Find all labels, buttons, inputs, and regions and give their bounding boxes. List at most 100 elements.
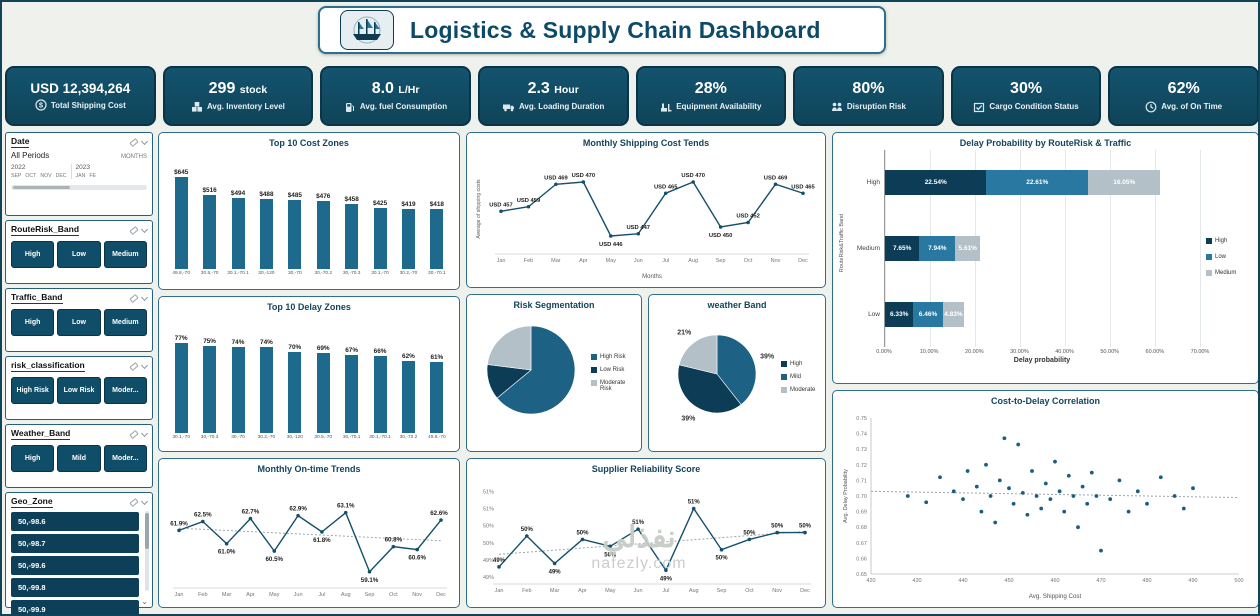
chevron-down-icon[interactable] <box>140 429 149 437</box>
clear-filter-icon[interactable] <box>129 137 139 147</box>
legend-item[interactable]: Low Risk <box>591 366 635 373</box>
traffic-slicer: Traffic_Band High Low Medium <box>5 288 153 352</box>
chevron-down-icon[interactable] <box>140 497 149 505</box>
chevron-down-icon[interactable] <box>140 137 149 145</box>
slicer-option-button[interactable]: Low <box>57 241 101 268</box>
timeline-month[interactable]: OCT <box>25 173 37 179</box>
svg-text:50%: 50% <box>716 556 729 562</box>
bar-column[interactable]: $645 49.8,-70 <box>172 168 190 276</box>
data-point <box>1094 494 1099 498</box>
bar-segment[interactable]: 22.61% <box>986 170 1089 196</box>
date-granularity[interactable]: MONTHS <box>121 154 147 160</box>
bar-column[interactable]: $425 30.1,-70 <box>371 200 389 276</box>
geo-more-chevron-icon[interactable]: ⌄ <box>141 597 148 606</box>
slicer-option-button[interactable]: High <box>11 445 55 472</box>
timeline-month[interactable]: JAN <box>75 173 86 179</box>
bar-column[interactable]: 74% 30,-70 <box>231 338 245 440</box>
bar-column[interactable]: 67% 30,-70.1 <box>342 347 361 440</box>
bar-segment[interactable]: 4.83% <box>942 301 965 327</box>
clear-filter-icon[interactable] <box>129 497 139 507</box>
bar-segment[interactable]: 16.05% <box>1088 170 1161 196</box>
bar-column[interactable]: $476 30,-70.2 <box>314 193 333 276</box>
chevron-down-icon[interactable] <box>140 293 149 301</box>
bar-segment[interactable]: 22.54% <box>885 170 987 196</box>
legend-item[interactable]: High Risk <box>591 353 635 360</box>
legend-item[interactable]: Moderate Risk <box>591 379 635 392</box>
legend-item[interactable]: High <box>781 360 815 367</box>
legend-item[interactable]: Mild <box>781 373 815 380</box>
bar-segment[interactable]: 6.33% <box>885 301 914 327</box>
date-selection[interactable]: All Periods <box>11 151 50 160</box>
chevron-down-icon[interactable] <box>140 225 149 233</box>
bar-column[interactable]: 77% 30.1,-70 <box>172 335 190 440</box>
bar-column[interactable]: 69% 30.5,-70 <box>314 344 333 440</box>
geo-zone-option[interactable]: 50,-98.7 <box>11 534 139 553</box>
bar-segment[interactable]: 7.65% <box>885 235 920 261</box>
bar-column[interactable]: 75% 30,-70.3 <box>200 337 219 440</box>
data-point <box>1085 501 1090 506</box>
svg-text:0.73: 0.73 <box>856 447 867 453</box>
geo-zone-option[interactable]: 50,-99.9 <box>11 600 139 614</box>
slicer-option-button[interactable]: Medium <box>103 241 147 268</box>
slicer-option-button[interactable]: Moder... <box>103 377 147 404</box>
slicer-option-button[interactable]: Low <box>57 309 101 336</box>
bar-column[interactable]: 66% 30.1,-70.1 <box>369 348 391 440</box>
bar-column[interactable]: $516 30.5,-70 <box>200 187 219 276</box>
svg-text:USD 469: USD 469 <box>764 175 788 181</box>
monthly-shipping-cost-panel: Monthly Shipping Cost Tends Jan Feb Mar Apr… <box>466 132 826 288</box>
data-point <box>961 497 965 502</box>
data-point <box>719 547 724 552</box>
slicer-option-button[interactable]: High <box>11 241 55 268</box>
legend-item[interactable]: High <box>1206 238 1252 244</box>
bar-column[interactable]: 70% 30,-120 <box>286 343 303 440</box>
slicer-option-button[interactable]: Low Risk <box>57 377 101 404</box>
pie-chart: 39% 39% 21% <box>655 312 779 441</box>
bar-column[interactable]: $418 30,-70.1 <box>428 201 446 276</box>
bar-column[interactable]: $488 30,-120 <box>258 191 275 276</box>
legend-item[interactable]: Moderate <box>781 386 815 393</box>
kpi-row: USD 12,394,264 $ Total Shipping Cost 299 … <box>5 66 1258 126</box>
data-point <box>691 180 695 184</box>
data-point <box>1002 436 1007 441</box>
timeline-month[interactable]: DEC <box>55 173 67 179</box>
cost-delay-correlation-panel: Cost-to-Delay Correlation 0.65 0.66 0.67 0.… <box>832 390 1258 608</box>
truck-icon <box>502 101 515 113</box>
clear-filter-icon[interactable] <box>129 293 139 303</box>
risk-classification-slicer: risk_classification High Risk Low Risk Mod… <box>5 356 153 420</box>
bar-column[interactable]: $458 30,-70.3 <box>342 195 361 276</box>
clear-filter-icon[interactable] <box>129 429 139 439</box>
bar-segment[interactable]: 7.94% <box>919 235 956 261</box>
bar-column[interactable]: $494 30.1,-70.1 <box>227 190 249 276</box>
y-axis-labels: High Medium Low <box>856 179 880 318</box>
geo-scrollbar[interactable] <box>145 511 149 591</box>
timeline-month[interactable]: NOV <box>40 173 52 179</box>
legend-item[interactable]: Low <box>1206 254 1252 260</box>
slicer-option-button[interactable]: Mild <box>57 445 101 472</box>
slicer-option-button[interactable]: Medium <box>103 309 147 336</box>
slicer-option-button[interactable]: High Risk <box>11 377 55 404</box>
data-point <box>664 568 668 573</box>
geo-zone-option[interactable]: 50,-99.8 <box>11 578 139 597</box>
slicer-option-button[interactable]: High <box>11 309 55 336</box>
date-scrollbar[interactable] <box>11 185 147 190</box>
bar-segment[interactable]: 6.46% <box>913 301 943 327</box>
bar-column[interactable]: 61% 49.8,-70 <box>428 354 446 440</box>
timeline-month[interactable]: SEP <box>11 173 22 179</box>
bar-column[interactable]: 62% 30,-70.2 <box>399 352 418 440</box>
chart-title: Top 10 Cost Zones <box>269 138 349 148</box>
kpi-fuel-consumption: 8.0 L/Hr Avg. fuel Consumption <box>320 66 471 126</box>
clear-filter-icon[interactable] <box>129 361 139 371</box>
top10-delay-zones-panel: Top 10 Delay Zones 77% 30.1,-70 75% 30,-70.… <box>158 296 460 452</box>
bar-column[interactable]: $419 30.2,-70 <box>399 201 418 276</box>
geo-zone-option[interactable]: 50,-99.6 <box>11 556 139 575</box>
timeline-month[interactable]: FE <box>89 173 96 179</box>
bar-segment[interactable]: 5.61% <box>955 235 981 261</box>
clear-filter-icon[interactable] <box>129 225 139 235</box>
geo-zone-option[interactable]: 50,-98.6 <box>11 512 139 531</box>
bar-column[interactable]: 74% 30.2,-70 <box>257 338 276 440</box>
chevron-down-icon[interactable] <box>140 361 149 369</box>
slicer-option-button[interactable]: Moder... <box>103 445 147 472</box>
date-timeline[interactable]: 2022 SEP OCT NOV DEC 2023 JAN FE <box>11 164 147 179</box>
legend-item[interactable]: Medium <box>1206 270 1252 276</box>
bar-column[interactable]: $485 30,-70 <box>287 191 302 276</box>
